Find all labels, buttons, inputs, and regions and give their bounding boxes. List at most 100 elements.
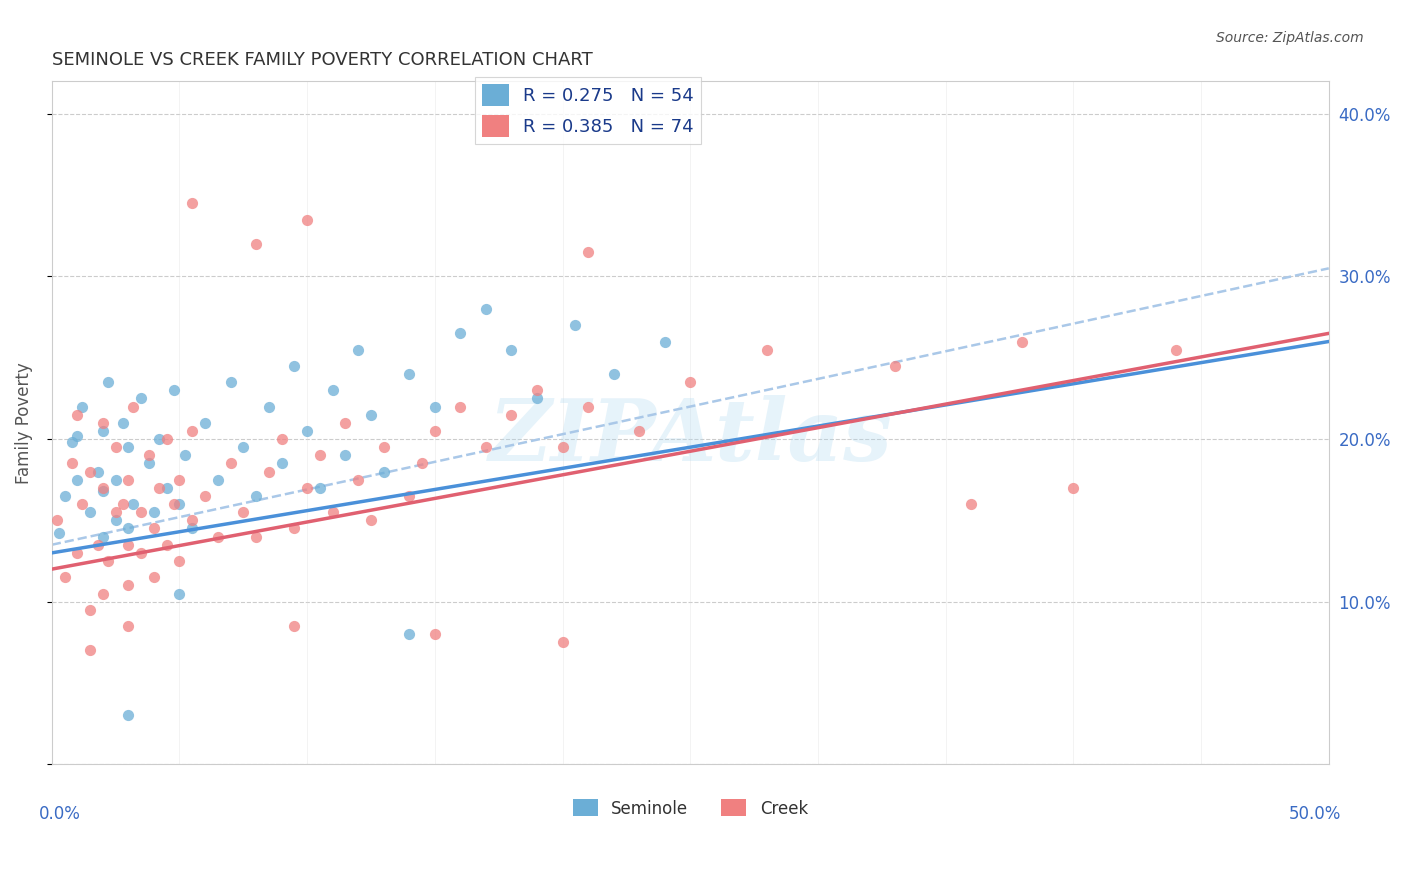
Point bbox=[181, 521, 204, 535]
Point bbox=[138, 457, 160, 471]
Point bbox=[398, 627, 420, 641]
Point bbox=[1062, 481, 1084, 495]
Point bbox=[501, 343, 523, 357]
Point bbox=[602, 367, 624, 381]
Point bbox=[129, 505, 152, 519]
Point bbox=[501, 408, 523, 422]
Point bbox=[117, 538, 139, 552]
Legend: R = 0.275   N = 54, R = 0.385   N = 74: R = 0.275 N = 54, R = 0.385 N = 74 bbox=[475, 77, 702, 145]
Point bbox=[66, 473, 89, 487]
Point bbox=[104, 513, 127, 527]
Point bbox=[423, 400, 446, 414]
Point bbox=[564, 318, 586, 333]
Point bbox=[551, 440, 574, 454]
Point bbox=[475, 440, 498, 454]
Point bbox=[156, 481, 179, 495]
Point bbox=[87, 465, 110, 479]
Point bbox=[87, 538, 110, 552]
Point bbox=[335, 416, 357, 430]
Point bbox=[335, 448, 357, 462]
Point bbox=[245, 236, 267, 251]
Point bbox=[257, 465, 280, 479]
Point bbox=[1011, 334, 1033, 349]
Point bbox=[169, 586, 191, 600]
Point bbox=[112, 497, 135, 511]
Point bbox=[526, 384, 548, 398]
Point bbox=[72, 400, 94, 414]
Point bbox=[91, 484, 114, 499]
Text: SEMINOLE VS CREEK FAMILY POVERTY CORRELATION CHART: SEMINOLE VS CREEK FAMILY POVERTY CORRELA… bbox=[52, 51, 592, 69]
Point bbox=[295, 212, 318, 227]
Point bbox=[66, 408, 89, 422]
Point bbox=[91, 586, 114, 600]
Point bbox=[53, 489, 76, 503]
Point bbox=[117, 440, 139, 454]
Point bbox=[112, 416, 135, 430]
Point bbox=[360, 513, 382, 527]
Point bbox=[97, 375, 120, 389]
Point bbox=[156, 432, 179, 446]
Point bbox=[97, 554, 120, 568]
Point bbox=[475, 301, 498, 316]
Point bbox=[347, 343, 370, 357]
Point bbox=[122, 497, 145, 511]
Point bbox=[526, 392, 548, 406]
Point bbox=[423, 627, 446, 641]
Point bbox=[398, 489, 420, 503]
Point bbox=[117, 619, 139, 633]
Point bbox=[373, 465, 395, 479]
Point bbox=[117, 473, 139, 487]
Point bbox=[347, 473, 370, 487]
Point bbox=[60, 435, 83, 450]
Point bbox=[129, 392, 152, 406]
Point bbox=[295, 424, 318, 438]
Point bbox=[142, 505, 165, 519]
Point bbox=[322, 384, 344, 398]
Point bbox=[270, 432, 292, 446]
Point bbox=[219, 457, 242, 471]
Point bbox=[45, 513, 67, 527]
Point bbox=[181, 196, 204, 211]
Point bbox=[1164, 343, 1187, 357]
Point bbox=[295, 481, 318, 495]
Point bbox=[755, 343, 778, 357]
Point bbox=[628, 424, 651, 438]
Point bbox=[232, 505, 254, 519]
Point bbox=[322, 505, 344, 519]
Text: ZIPAtlas: ZIPAtlas bbox=[488, 395, 893, 478]
Point bbox=[148, 432, 170, 446]
Point bbox=[309, 448, 332, 462]
Point bbox=[360, 408, 382, 422]
Point bbox=[117, 521, 139, 535]
Point bbox=[66, 546, 89, 560]
Point bbox=[122, 400, 145, 414]
Point bbox=[960, 497, 983, 511]
Point bbox=[576, 400, 599, 414]
Point bbox=[423, 424, 446, 438]
Text: Source: ZipAtlas.com: Source: ZipAtlas.com bbox=[1216, 31, 1364, 45]
Point bbox=[207, 473, 229, 487]
Point bbox=[117, 578, 139, 592]
Point bbox=[654, 334, 676, 349]
Point bbox=[411, 457, 433, 471]
Point bbox=[551, 635, 574, 649]
Point bbox=[398, 367, 420, 381]
Point bbox=[91, 530, 114, 544]
Point bbox=[53, 570, 76, 584]
Point bbox=[117, 708, 139, 723]
Point bbox=[79, 465, 101, 479]
Point bbox=[79, 505, 101, 519]
Point bbox=[138, 448, 160, 462]
Point bbox=[163, 384, 186, 398]
Point bbox=[91, 416, 114, 430]
Point bbox=[283, 619, 305, 633]
Point bbox=[60, 457, 83, 471]
Point bbox=[104, 440, 127, 454]
Point bbox=[169, 497, 191, 511]
Point bbox=[270, 457, 292, 471]
Point bbox=[576, 245, 599, 260]
Point bbox=[245, 489, 267, 503]
Point bbox=[173, 448, 195, 462]
Point bbox=[257, 400, 280, 414]
Point bbox=[449, 326, 471, 341]
